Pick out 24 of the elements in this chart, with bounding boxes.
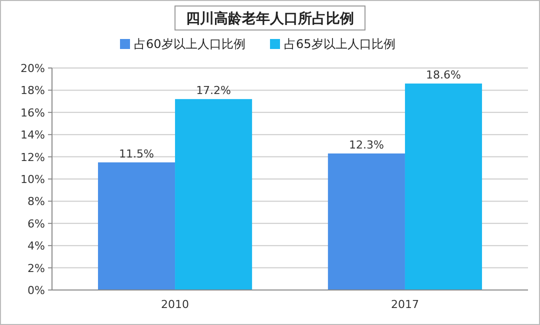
legend-label: 占60岁以上人口比例 [134,37,246,51]
bar [328,153,405,290]
y-tick-label: 8% [28,195,45,208]
y-tick-label: 10% [20,173,45,186]
bar [404,84,482,290]
data-label: 17.2% [196,84,232,98]
data-label: 11.5% [119,147,154,160]
y-tick-label: 0% [28,284,45,297]
y-tick-label: 4% [28,240,45,253]
legend-label: 占65岁以上人口比例 [284,37,396,51]
y-tick-label: 2% [28,262,45,275]
y-tick-label: 18% [20,84,45,98]
x-tick-label: 2010 [161,298,190,311]
bar [98,162,176,290]
data-label: 12.3% [348,138,384,152]
y-tick-label: 20% [20,62,45,75]
chart-title: 四川高龄老年人口所占比例 [186,10,354,27]
y-tick-label: 14% [20,128,45,142]
x-tick-label: 2017 [390,298,419,311]
y-tick-label: 16% [20,106,45,120]
y-tick-label: 6% [28,217,45,230]
bar [175,99,252,290]
y-tick-label: 12% [20,150,45,164]
data-label: 18.6% [426,68,461,82]
